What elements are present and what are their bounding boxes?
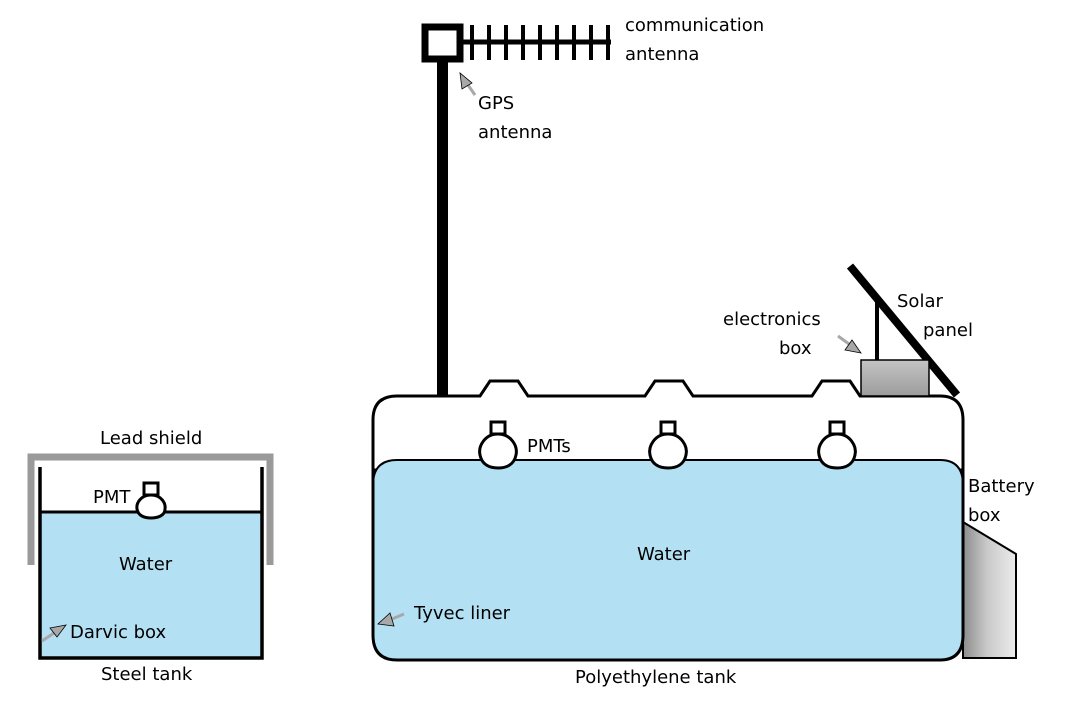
- polyethylene-tank-label: Polyethylene tank: [575, 667, 737, 688]
- tyvec-liner-label: Tyvec liner: [413, 603, 511, 624]
- small-detector: Lead shield PMT Water Darvic box Steel t…: [27, 428, 274, 685]
- polyethylene-tank-outline: [371, 420, 965, 662]
- battery-box: [962, 520, 1017, 659]
- tyvec-arrow-icon: [377, 612, 405, 627]
- electronics-label-1: electronics: [723, 309, 821, 330]
- communication-antenna-label-2: antenna: [625, 44, 699, 65]
- steel-tank-label: Steel tank: [101, 664, 193, 685]
- small-pmt-label: PMT: [93, 487, 131, 508]
- gps-label-2: antenna: [478, 122, 552, 143]
- pmts-label: PMTs: [527, 436, 571, 457]
- battery-label-1: Battery: [968, 476, 1035, 497]
- solar-label-1: Solar: [897, 291, 943, 312]
- electronics-label-2: box: [779, 338, 812, 359]
- small-pmt-icon: [135, 481, 167, 520]
- lead-shield-label: Lead shield: [100, 428, 202, 449]
- communication-antenna-label-1: communication: [625, 15, 764, 36]
- pmt-icon-2: [648, 420, 688, 470]
- small-water: [40, 512, 262, 658]
- large-water-label: Water: [637, 544, 691, 565]
- gps-arrow-icon: [459, 72, 477, 96]
- battery-label-2: box: [968, 505, 1001, 526]
- electronics-arrow-icon: [837, 334, 862, 354]
- steel-tank-outline: [38, 467, 264, 660]
- darvic-arrow-icon: [41, 624, 67, 643]
- lead-shield: [27, 453, 274, 565]
- gps-antenna-icon: [421, 23, 464, 63]
- pmt-icon-3: [817, 420, 857, 470]
- solar-panel: [846, 263, 961, 398]
- darvic-box-label: Darvic box: [70, 622, 166, 643]
- large-detector: communication antenna GPS antenna electr…: [371, 15, 1035, 688]
- electronics-box: [860, 359, 930, 397]
- antenna-mast: [437, 57, 448, 397]
- gps-label-1: GPS: [478, 93, 514, 114]
- solar-label-2: panel: [923, 320, 973, 341]
- small-water-label: Water: [119, 554, 173, 575]
- pmt-icon-1: [478, 420, 518, 470]
- communication-antenna-icon: [460, 25, 611, 60]
